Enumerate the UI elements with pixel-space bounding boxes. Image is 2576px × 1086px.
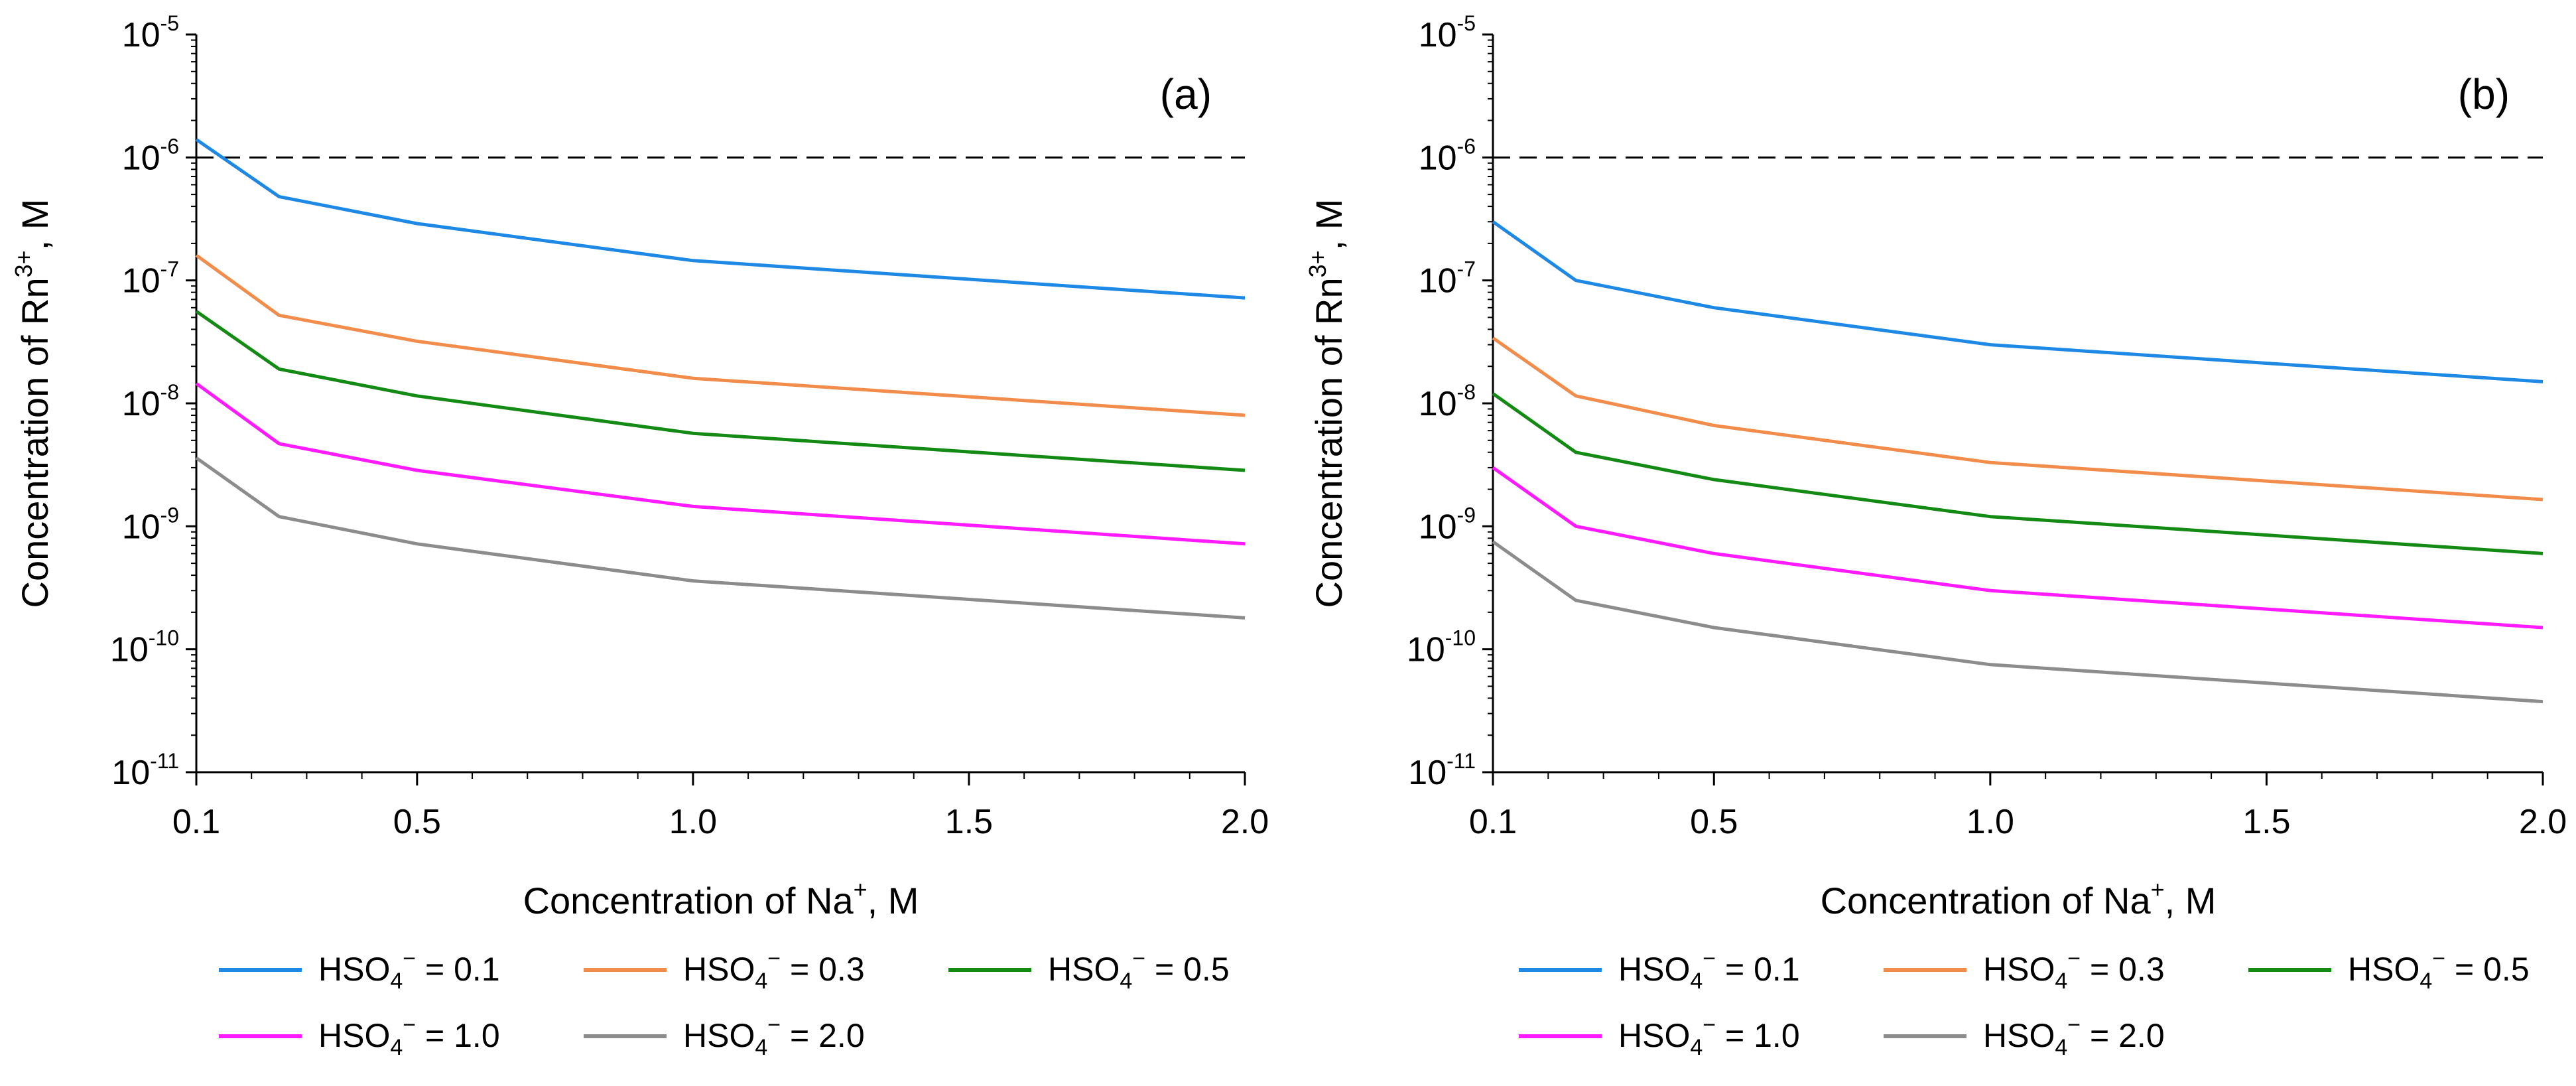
y-tick-label: 10-9 <box>1419 503 1476 546</box>
legend-entry-1: HSO4− = 0.3 <box>584 946 865 994</box>
y-tick-label: 10-11 <box>1408 749 1476 792</box>
legend-entry-4: HSO4− = 2.0 <box>1884 1012 2165 1060</box>
x-tick-label: 0.1 <box>172 803 220 841</box>
y-tick-label: 10-9 <box>122 503 179 546</box>
legend-label: HSO4− = 0.1 <box>318 946 500 994</box>
y-tick-label: 10-10 <box>1407 626 1476 669</box>
series-line-1 <box>195 253 1246 417</box>
series-line-1 <box>1492 336 2544 502</box>
x-tick-label: 2.0 <box>1221 803 1269 841</box>
legend-entry-1: HSO4− = 0.3 <box>1884 946 2165 994</box>
y-tick-label: 10-10 <box>110 626 179 669</box>
legend-label: HSO4− = 0.5 <box>1048 946 1230 994</box>
x-axis-title: Concentration of Na+, M <box>523 876 919 921</box>
y-axis-title: Concentration of Rn3+, M <box>1304 199 1350 608</box>
y-tick-label: 10-8 <box>1419 380 1476 423</box>
y-tick-label: 10-7 <box>1419 257 1476 301</box>
legend-label: HSO4− = 0.5 <box>2348 946 2530 994</box>
x-tick-label: 0.5 <box>1690 803 1738 841</box>
legend-entry-0: HSO4− = 0.1 <box>1519 946 1800 994</box>
legend-entry-3: HSO4− = 1.0 <box>219 1012 500 1060</box>
legend-entry-0: HSO4− = 0.1 <box>219 946 500 994</box>
series-line-4 <box>195 456 1246 620</box>
y-tick-label: 10-5 <box>1419 11 1476 54</box>
series-line-3 <box>1492 466 2544 630</box>
series-line-4 <box>1492 540 2544 704</box>
panel-label: (b) <box>2458 70 2510 118</box>
panel-label: (a) <box>1160 70 1212 118</box>
series-line-3 <box>195 382 1246 546</box>
x-tick-label: 1.5 <box>2242 803 2290 841</box>
x-tick-label: 2.0 <box>2519 803 2567 841</box>
legend-label: HSO4− = 1.0 <box>1618 1012 1800 1060</box>
series-line-0 <box>1492 220 2544 383</box>
legend-label: HSO4− = 0.3 <box>1983 946 2165 994</box>
legend-label: HSO4− = 2.0 <box>683 1012 865 1060</box>
x-tick-label: 0.5 <box>393 803 441 841</box>
legend-entry-2: HSO4− = 0.5 <box>2248 946 2530 994</box>
legend-label: HSO4− = 0.1 <box>1618 946 1800 994</box>
y-tick-label: 10-7 <box>122 257 179 301</box>
legend-label: HSO4− = 1.0 <box>318 1012 500 1060</box>
chart-panel-a: 10-11 10-10 10-9 10-8 10-7 10-6 10-5 0.1 0.5 1.0 1… <box>10 11 1269 1060</box>
series-line-2 <box>195 310 1246 472</box>
x-tick-label: 1.5 <box>945 803 993 841</box>
series-line-2 <box>1492 392 2544 555</box>
y-tick-label: 10-6 <box>122 134 179 177</box>
y-axis-title: Concentration of Rn3+, M <box>10 199 56 608</box>
legend-label: HSO4− = 0.3 <box>683 946 865 994</box>
legend-entry-2: HSO4− = 0.5 <box>948 946 1230 994</box>
x-tick-label: 1.0 <box>669 803 717 841</box>
legend-label: HSO4− = 2.0 <box>1983 1012 2165 1060</box>
legend-entry-4: HSO4− = 2.0 <box>584 1012 865 1060</box>
y-tick-label: 10-5 <box>122 11 179 54</box>
y-tick-label: 10-11 <box>111 749 179 792</box>
y-tick-label: 10-8 <box>122 380 179 423</box>
legend-entry-3: HSO4− = 1.0 <box>1519 1012 1800 1060</box>
series-line-0 <box>195 138 1246 300</box>
x-tick-label: 1.0 <box>1966 803 2014 841</box>
y-tick-label: 10-6 <box>1419 134 1476 177</box>
chart-panel-b: 10-11 10-10 10-9 10-8 10-7 10-6 10-5 0.1 0.5 1.0 1… <box>1304 11 2567 1060</box>
x-axis-title: Concentration of Na+, M <box>1821 876 2217 921</box>
x-tick-label: 0.1 <box>1469 803 1517 841</box>
